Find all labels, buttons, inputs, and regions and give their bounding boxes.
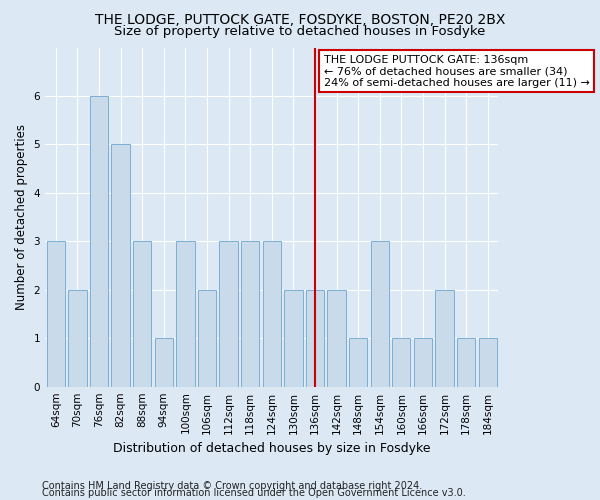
- Bar: [176, 242, 194, 386]
- Bar: [328, 290, 346, 386]
- Text: Contains public sector information licensed under the Open Government Licence v3: Contains public sector information licen…: [42, 488, 466, 498]
- Text: Size of property relative to detached houses in Fosdyke: Size of property relative to detached ho…: [115, 25, 485, 38]
- Bar: [112, 144, 130, 386]
- Bar: [263, 242, 281, 386]
- Text: THE LODGE, PUTTOCK GATE, FOSDYKE, BOSTON, PE20 2BX: THE LODGE, PUTTOCK GATE, FOSDYKE, BOSTON…: [95, 12, 505, 26]
- Bar: [371, 242, 389, 386]
- Bar: [220, 242, 238, 386]
- Y-axis label: Number of detached properties: Number of detached properties: [15, 124, 28, 310]
- Bar: [349, 338, 367, 386]
- Bar: [155, 338, 173, 386]
- Bar: [284, 290, 302, 386]
- Bar: [47, 242, 65, 386]
- Text: Contains HM Land Registry data © Crown copyright and database right 2024.: Contains HM Land Registry data © Crown c…: [42, 481, 422, 491]
- Bar: [457, 338, 475, 386]
- Bar: [479, 338, 497, 386]
- Bar: [68, 290, 86, 386]
- Bar: [133, 242, 151, 386]
- Text: THE LODGE PUTTOCK GATE: 136sqm
← 76% of detached houses are smaller (34)
24% of : THE LODGE PUTTOCK GATE: 136sqm ← 76% of …: [323, 55, 589, 88]
- Bar: [436, 290, 454, 386]
- Bar: [241, 242, 259, 386]
- Bar: [306, 290, 324, 386]
- X-axis label: Distribution of detached houses by size in Fosdyke: Distribution of detached houses by size …: [113, 442, 431, 455]
- Bar: [414, 338, 432, 386]
- Bar: [198, 290, 216, 386]
- Bar: [392, 338, 410, 386]
- Bar: [90, 96, 108, 386]
